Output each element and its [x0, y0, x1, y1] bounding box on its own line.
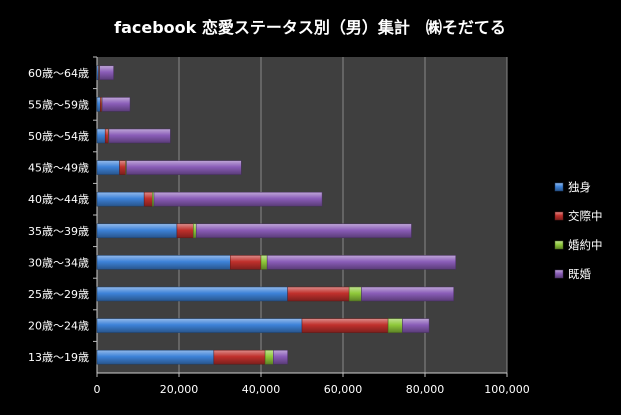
bar-segment-1-1 [301, 318, 389, 333]
x-tick-label: 20,000 [160, 383, 199, 396]
bar-segment-3-9 [99, 65, 114, 81]
bar-segment-0-3 [96, 255, 231, 270]
category-label: 50歳～54歳 [28, 130, 89, 143]
bar-segment-0-5 [96, 191, 145, 207]
x-tick-label: 100,000 [484, 383, 530, 396]
bar-segment-2-1 [387, 318, 403, 333]
bar-segment-0-2 [96, 286, 288, 302]
bar-segment-2-2 [348, 286, 362, 302]
x-tick-label: 0 [94, 383, 101, 396]
bar-segment-1-7 [104, 128, 109, 144]
bar-segment-3-6 [126, 160, 242, 175]
bar-segment-0-0 [96, 349, 215, 365]
bar-segment-0-6 [96, 160, 120, 175]
bar-segment-1-4 [176, 223, 194, 239]
bar-segment-3-2 [361, 286, 454, 302]
bar-segment-3-3 [266, 255, 456, 270]
legend-label: 婚約中 [568, 238, 603, 252]
legend-label: 交際中 [568, 209, 603, 223]
chart-title: facebook 恋愛ステータス別（男）集計 ㈱そだてる [114, 18, 506, 37]
x-tick-label: 40,000 [242, 383, 281, 396]
legend-swatch [554, 211, 564, 221]
bar-segment-1-3 [230, 255, 262, 270]
category-label: 25歳～29歳 [28, 288, 89, 301]
bar-segment-3-5 [153, 191, 323, 207]
bar-segment-2-4 [193, 223, 197, 239]
bar-segment-1-5 [143, 191, 153, 207]
category-label: 20歳～24歳 [28, 320, 89, 333]
category-label: 30歳～34歳 [28, 256, 89, 269]
plot-area: 0 20,000 40,000 60,000 80,000 100,000 13歳～19歳 2… [28, 56, 530, 396]
legend-label: 独身 [568, 180, 591, 194]
category-label: 55歳～59歳 [28, 98, 89, 111]
category-label: 60歳～64歳 [28, 67, 89, 80]
legend-swatch [554, 240, 564, 250]
bar-segment-1-0 [213, 349, 266, 365]
bar-segment-0-1 [96, 318, 303, 333]
legend-swatch [554, 269, 564, 279]
category-label: 35歳～39歳 [28, 225, 89, 238]
x-tick-label: 60,000 [324, 383, 363, 396]
bar-segment-3-4 [195, 223, 412, 239]
category-label: 13歳～19歳 [28, 351, 89, 364]
bar-segment-1-2 [287, 286, 350, 302]
bar-segment-2-0 [264, 349, 274, 365]
bar-segment-3-0 [273, 349, 288, 365]
category-label: 40歳～44歳 [28, 193, 89, 206]
x-tick-label: 80,000 [406, 383, 445, 396]
bar-segment-3-8 [101, 97, 131, 112]
bar-segment-2-3 [260, 255, 268, 270]
bar-segment-0-8 [96, 97, 101, 112]
legend-label: 既婚 [568, 267, 591, 281]
bar-segment-3-7 [108, 128, 171, 144]
bar-segment-0-4 [96, 223, 178, 239]
bar-segment-3-1 [402, 318, 430, 333]
bar-segment-0-7 [96, 128, 106, 144]
category-label: 45歳～49歳 [28, 162, 89, 175]
legend-swatch [554, 182, 564, 192]
bar-segment-1-6 [119, 160, 126, 175]
